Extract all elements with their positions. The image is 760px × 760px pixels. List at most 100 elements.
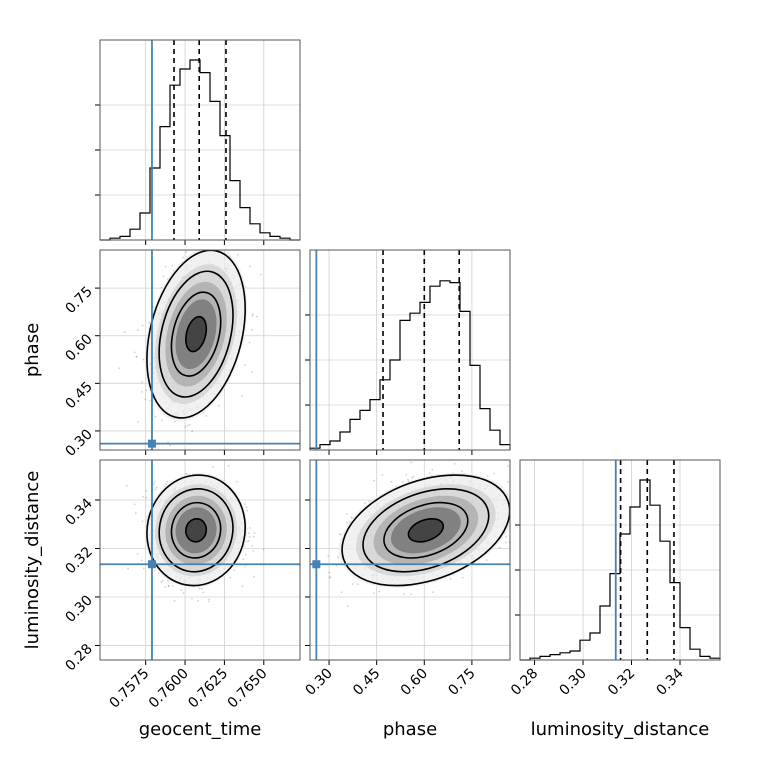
contour-line xyxy=(185,315,208,353)
pair-1-frame xyxy=(99,459,301,661)
sample-point xyxy=(410,593,413,595)
diag-panel-luminosity_distance: 0.28 0.30 0.32 0.34 xyxy=(508,459,721,699)
sample-point xyxy=(217,404,220,407)
sample-point xyxy=(428,472,431,475)
sample-point xyxy=(514,514,516,516)
sample-point xyxy=(157,572,160,575)
y-tick-label: 0.30 xyxy=(62,592,95,625)
sample-point xyxy=(245,506,248,509)
contour-line xyxy=(185,517,208,543)
sample-point xyxy=(191,598,193,600)
sample-point xyxy=(156,486,159,489)
sample-point xyxy=(141,324,144,327)
contour-line xyxy=(170,501,222,559)
sample-point xyxy=(166,480,169,483)
sample-point xyxy=(461,470,463,472)
sample-point xyxy=(174,457,176,459)
y-tick-label: 0.34 xyxy=(62,495,95,528)
contour-line xyxy=(362,488,490,573)
x-tick-label: 0.45 xyxy=(350,666,383,699)
sample-point xyxy=(390,480,393,483)
sample-point xyxy=(145,389,148,392)
sample-point xyxy=(242,558,245,561)
sample-point xyxy=(167,585,170,588)
sample-point xyxy=(262,548,265,551)
sample-point xyxy=(173,599,176,602)
contour-line xyxy=(383,501,469,559)
histogram-step-geocent_time xyxy=(100,59,300,241)
sample-point xyxy=(412,475,415,478)
sample-point xyxy=(141,381,144,383)
contour-line xyxy=(146,474,246,587)
sample-point xyxy=(152,483,155,485)
sample-point xyxy=(142,567,145,570)
xlabel-geocent-time: geocent_time xyxy=(139,719,262,740)
sample-point xyxy=(453,463,456,465)
sample-point xyxy=(504,541,507,544)
sample-point xyxy=(187,424,190,427)
sample-point xyxy=(135,512,137,515)
y-tick-label: 0.32 xyxy=(62,544,95,577)
sample-point xyxy=(486,475,489,477)
y-tick-label: 0.60 xyxy=(62,331,95,364)
sample-point xyxy=(248,341,251,344)
truth-marker xyxy=(147,560,156,569)
sample-point xyxy=(253,532,256,535)
sample-point xyxy=(212,248,214,250)
sample-point xyxy=(229,247,231,249)
sample-point xyxy=(207,600,210,603)
truth-marker xyxy=(312,560,321,569)
sample-point xyxy=(252,313,254,316)
sample-point xyxy=(169,444,171,447)
sample-point xyxy=(328,571,331,574)
sample-point xyxy=(251,545,254,547)
sample-point xyxy=(233,569,236,571)
sample-point xyxy=(381,474,384,476)
sample-point xyxy=(339,533,342,536)
sample-point xyxy=(378,590,381,593)
contour-line xyxy=(158,488,234,573)
sample-point xyxy=(154,415,157,418)
sample-point xyxy=(160,286,163,289)
sample-point xyxy=(340,591,343,594)
panel-content xyxy=(100,246,300,459)
sample-point xyxy=(198,587,201,590)
y-tick-label: 0.30 xyxy=(62,426,95,459)
sample-point xyxy=(148,321,151,324)
panel-content xyxy=(100,460,300,660)
sample-point xyxy=(197,599,199,602)
sample-point xyxy=(164,586,167,588)
sample-point xyxy=(133,503,136,506)
sample-point xyxy=(236,480,239,483)
sample-point xyxy=(182,592,185,595)
diag-luminosity_distance-frame xyxy=(519,459,721,661)
sample-point xyxy=(191,430,194,433)
sample-point xyxy=(136,553,139,555)
sample-point xyxy=(241,395,244,397)
sample-point xyxy=(214,246,216,248)
sample-point xyxy=(246,509,249,512)
x-tick-label: 0.7650 xyxy=(225,666,271,712)
diag-panel-geocent_time xyxy=(95,39,301,245)
panel-content xyxy=(310,460,516,660)
sample-point xyxy=(461,576,464,579)
sample-point xyxy=(401,481,404,483)
sample-point xyxy=(407,478,409,481)
sample-point xyxy=(141,391,143,393)
density-level xyxy=(185,518,207,542)
sample-point xyxy=(255,315,258,318)
xlabel-phase: phase xyxy=(383,719,437,740)
sample-point xyxy=(364,502,366,504)
sample-point xyxy=(140,559,143,562)
histogram-step-phase xyxy=(309,280,511,450)
sample-point xyxy=(411,476,413,479)
sample-point xyxy=(201,587,204,590)
sample-point xyxy=(154,569,156,572)
sample-point xyxy=(373,592,375,595)
sample-point xyxy=(162,275,165,277)
panel-background xyxy=(310,250,510,450)
sample-point xyxy=(229,576,232,579)
sample-point xyxy=(145,496,148,499)
sample-point xyxy=(135,356,138,358)
sample-point xyxy=(160,581,163,584)
